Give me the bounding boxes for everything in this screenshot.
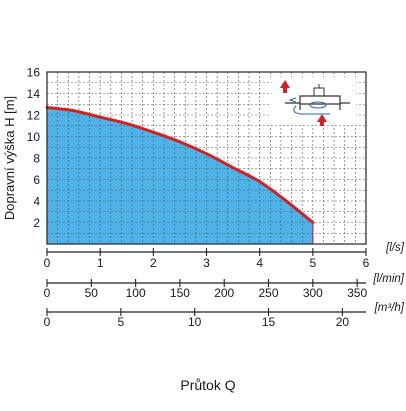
y-tick-label: 2: [33, 216, 40, 230]
x-tick-label: 300: [303, 286, 323, 300]
x-tick-label: 15: [262, 315, 276, 329]
x-tick-label: 0: [44, 315, 51, 329]
arrow-up-icon: [280, 80, 290, 88]
arrow-up-icon: [317, 114, 327, 122]
area-fill: [47, 107, 313, 244]
y-tick-label: 14: [27, 87, 41, 101]
x-tick-label: 2: [150, 256, 157, 270]
x-tick-label: 0: [44, 286, 51, 300]
x-axis-label: Průtok Q: [180, 377, 235, 393]
y-tick-label: 16: [27, 66, 41, 80]
y-tick-label: 12: [27, 109, 41, 123]
y-tick-label: 4: [33, 195, 40, 209]
y-axis-label: Dopravní výška H [m]: [2, 96, 17, 220]
x-unit-label: [l/s]: [385, 242, 405, 254]
x-tick-label: 3: [203, 256, 210, 270]
pump-flow-diagram-icon: [270, 77, 356, 126]
y-tick-label: 10: [27, 130, 41, 144]
x-tick-label: 1: [97, 256, 104, 270]
pump-curve-line: [45, 105, 315, 224]
y-tick-label: 8: [33, 152, 40, 166]
x-tick-label: 150: [170, 286, 190, 300]
x-unit-label: [m³/h]: [374, 302, 405, 314]
x-tick-label: 350: [347, 286, 367, 300]
x-tick-label: 100: [126, 286, 146, 300]
y-tick-label: 6: [33, 173, 40, 187]
x-tick-label: 5: [117, 315, 124, 329]
x-unit-label: [l/min]: [372, 273, 404, 285]
x-tick-label: 4: [256, 256, 263, 270]
x-tick-label: 5: [309, 256, 316, 270]
x-tick-label: 6: [363, 256, 370, 270]
plot-border: [46, 71, 367, 245]
x-tick-label: 20: [336, 315, 350, 329]
x-tick-label: 200: [214, 286, 234, 300]
x-tick-label: 10: [188, 315, 202, 329]
x-tick-label: 250: [259, 286, 279, 300]
x-tick-label: 50: [85, 286, 99, 300]
x-tick-label: 0: [44, 256, 51, 270]
